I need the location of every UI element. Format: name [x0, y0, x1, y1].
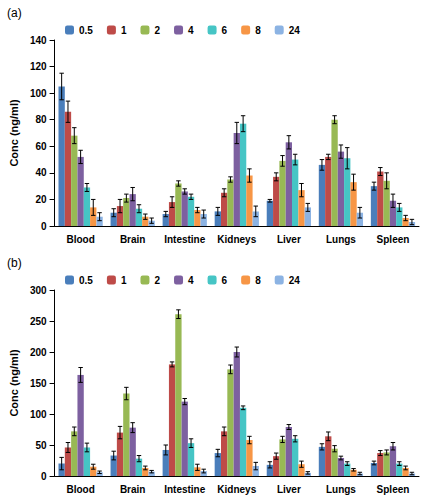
svg-text:100: 100 — [30, 88, 47, 99]
svg-text:8: 8 — [255, 275, 261, 286]
svg-text:Intestine: Intestine — [164, 484, 206, 495]
svg-text:24: 24 — [289, 25, 301, 36]
svg-text:1: 1 — [121, 275, 127, 286]
svg-text:24: 24 — [289, 275, 301, 286]
svg-text:Liver: Liver — [277, 484, 301, 495]
svg-text:120: 120 — [30, 61, 47, 72]
svg-text:0.5: 0.5 — [79, 275, 93, 286]
svg-text:Lungs: Lungs — [326, 484, 356, 495]
svg-text:300: 300 — [30, 285, 47, 296]
svg-text:6: 6 — [222, 275, 228, 286]
svg-text:Intestine: Intestine — [164, 234, 206, 245]
svg-text:Brain: Brain — [120, 484, 146, 495]
svg-text:2: 2 — [154, 25, 160, 36]
svg-text:8: 8 — [255, 25, 261, 36]
svg-text:Blood: Blood — [66, 234, 94, 245]
svg-text:80: 80 — [35, 114, 47, 125]
svg-text:Liver: Liver — [277, 234, 301, 245]
svg-text:Spleen: Spleen — [377, 484, 410, 495]
svg-text:(b): (b) — [7, 256, 22, 270]
svg-text:Spleen: Spleen — [377, 234, 410, 245]
svg-text:60: 60 — [35, 141, 47, 152]
svg-text:100: 100 — [30, 409, 47, 420]
svg-text:40: 40 — [35, 167, 47, 178]
svg-text:20: 20 — [35, 194, 47, 205]
svg-text:(a): (a) — [7, 6, 22, 20]
svg-text:Kidneys: Kidneys — [217, 234, 256, 245]
svg-text:6: 6 — [222, 25, 228, 36]
svg-text:Conc (ng/ml): Conc (ng/ml) — [8, 99, 20, 167]
svg-text:4: 4 — [188, 25, 194, 36]
svg-text:Lungs: Lungs — [326, 234, 356, 245]
svg-text:0: 0 — [41, 221, 47, 232]
svg-text:Kidneys: Kidneys — [217, 484, 256, 495]
svg-text:2: 2 — [154, 275, 160, 286]
svg-text:Conc (ng/ml): Conc (ng/ml) — [8, 349, 20, 417]
svg-text:50: 50 — [35, 440, 47, 451]
svg-text:4: 4 — [188, 275, 194, 286]
svg-text:150: 150 — [30, 378, 47, 389]
svg-text:Blood: Blood — [66, 484, 94, 495]
svg-text:Brain: Brain — [120, 234, 146, 245]
svg-text:140: 140 — [30, 35, 47, 46]
svg-text:200: 200 — [30, 347, 47, 358]
svg-text:1: 1 — [121, 25, 127, 36]
svg-text:250: 250 — [30, 316, 47, 327]
svg-text:0: 0 — [41, 471, 47, 482]
svg-text:0.5: 0.5 — [79, 25, 93, 36]
